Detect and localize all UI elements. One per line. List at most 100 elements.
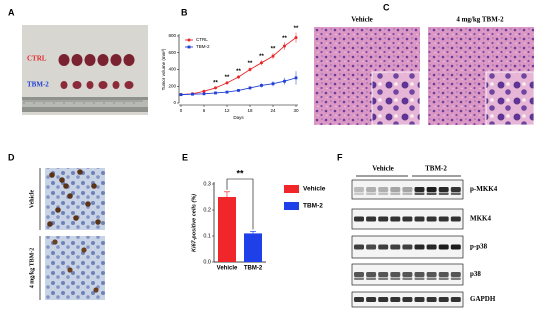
western-blot: Vehicle TBM-2 p-MKK4 MKK4 p-p38 p38 GAPDH	[351, 165, 498, 308]
band	[390, 272, 401, 277]
protein-label: GAPDH	[470, 295, 496, 303]
band	[366, 297, 377, 302]
band	[426, 272, 437, 277]
x-tick-label: 12	[224, 108, 230, 113]
row-label: Vehicle	[29, 189, 35, 208]
band	[450, 244, 461, 250]
band	[402, 297, 413, 302]
point	[202, 92, 206, 96]
band	[414, 192, 425, 195]
band	[390, 244, 401, 250]
x-tick-label: 30	[293, 108, 299, 113]
point	[283, 44, 286, 48]
panel-label: F	[337, 152, 343, 162]
band	[366, 216, 377, 222]
point	[237, 75, 240, 79]
band	[402, 277, 413, 280]
band	[402, 192, 413, 195]
band	[426, 244, 437, 250]
panel-label: D	[8, 152, 15, 162]
tumor	[72, 81, 82, 89]
band	[390, 187, 401, 192]
nucleus	[67, 267, 73, 273]
protein-label: p-p38	[470, 243, 488, 251]
legend-label: TBM-2	[196, 44, 210, 49]
band	[390, 297, 401, 302]
band	[450, 272, 461, 277]
band	[438, 272, 449, 277]
band	[426, 297, 437, 302]
tumor	[98, 81, 108, 89]
band	[426, 277, 437, 280]
annotation: **	[259, 54, 264, 60]
point	[214, 91, 217, 95]
point	[191, 92, 194, 96]
annotation: **	[248, 61, 253, 67]
tumor	[112, 81, 120, 89]
point	[271, 82, 275, 86]
y-tick-label: 0.0	[203, 259, 211, 265]
tumor	[97, 54, 109, 66]
band	[402, 216, 413, 222]
tumor	[60, 81, 68, 89]
point	[248, 68, 252, 71]
x-tick-label: Vehicle	[217, 266, 238, 272]
band	[366, 244, 377, 250]
band	[414, 187, 425, 192]
annotation: **	[225, 75, 230, 81]
nucleus	[63, 183, 69, 189]
tumor	[110, 54, 122, 66]
x-tick-label: 0	[180, 108, 183, 113]
annotation: **	[294, 26, 299, 32]
point	[260, 61, 263, 65]
y-tick-label: 0	[173, 100, 176, 105]
band	[378, 192, 389, 195]
panel-label: E	[182, 152, 188, 162]
nucleus	[59, 177, 65, 183]
y-tick-label: 800	[168, 33, 176, 38]
legend-label: Vehicle	[303, 186, 326, 193]
band	[378, 277, 389, 280]
tumor	[123, 54, 135, 66]
legend-marker	[187, 45, 191, 49]
band	[414, 216, 425, 222]
legend-label: CTRL	[196, 37, 208, 42]
band	[402, 272, 413, 277]
point	[294, 36, 298, 40]
nucleus	[73, 215, 79, 221]
protein-label: MKK4	[470, 215, 491, 223]
nucleus	[49, 172, 55, 178]
protein-label: p-MKK4	[470, 185, 498, 193]
y-tick-label: 200	[168, 83, 176, 88]
band	[438, 192, 449, 195]
band	[354, 187, 364, 192]
point	[225, 81, 229, 85]
point	[283, 79, 286, 83]
band	[366, 192, 377, 195]
band	[426, 216, 437, 222]
band	[354, 244, 364, 250]
band	[414, 297, 425, 302]
point	[271, 54, 275, 58]
band	[366, 277, 377, 280]
band	[366, 272, 377, 277]
band	[378, 272, 389, 277]
band	[366, 187, 377, 192]
tumor	[84, 54, 96, 66]
band	[402, 187, 413, 192]
annotation: **	[213, 80, 218, 86]
band	[438, 297, 449, 302]
point	[202, 89, 206, 93]
band	[378, 187, 389, 192]
band	[378, 244, 389, 250]
band	[378, 297, 389, 302]
band	[450, 297, 461, 302]
band	[426, 187, 437, 192]
x-tick-label: 6	[203, 108, 206, 113]
x-tick-label: 18	[247, 108, 253, 113]
tumor	[71, 54, 83, 66]
y-tick-label: 0.1	[203, 233, 211, 239]
band	[390, 216, 401, 222]
legend-marker	[187, 38, 191, 42]
